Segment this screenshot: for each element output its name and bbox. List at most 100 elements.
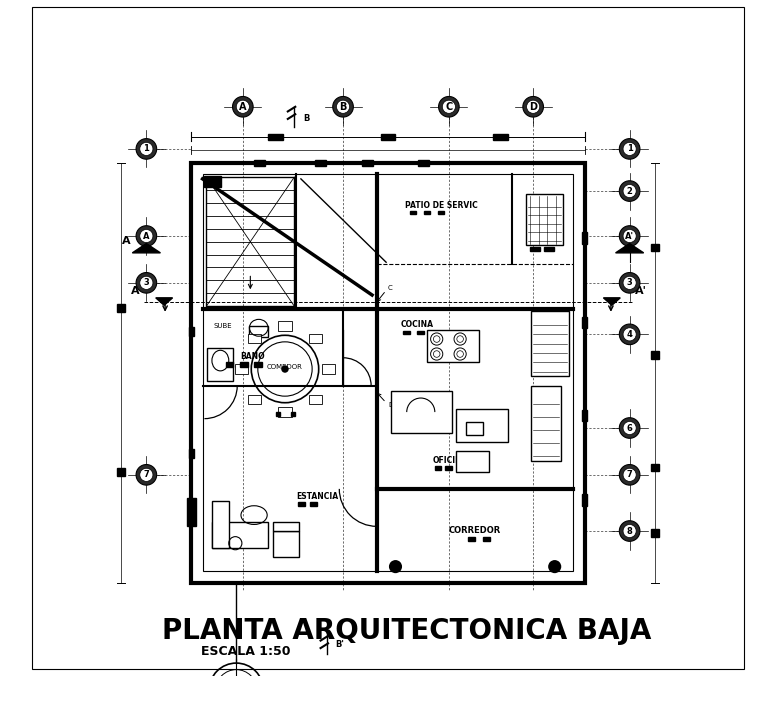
Text: 4: 4 xyxy=(627,330,632,339)
Ellipse shape xyxy=(442,100,456,113)
Bar xyxy=(582,495,587,505)
Text: 1: 1 xyxy=(144,144,149,153)
Ellipse shape xyxy=(136,464,157,485)
Bar xyxy=(212,501,229,548)
Bar xyxy=(493,134,508,139)
Bar xyxy=(651,464,659,471)
Ellipse shape xyxy=(619,226,640,246)
Bar xyxy=(309,395,322,404)
Bar xyxy=(532,386,561,461)
Ellipse shape xyxy=(623,142,636,155)
Bar xyxy=(435,466,442,470)
Bar xyxy=(468,536,475,542)
Bar xyxy=(279,407,292,417)
Bar xyxy=(310,502,317,505)
Polygon shape xyxy=(604,297,620,305)
Ellipse shape xyxy=(136,272,157,293)
Text: A: A xyxy=(131,286,140,296)
Polygon shape xyxy=(133,243,161,253)
Text: A: A xyxy=(143,232,150,240)
Text: 8: 8 xyxy=(627,526,632,536)
Bar xyxy=(391,391,452,432)
Bar xyxy=(290,412,296,416)
Text: 7: 7 xyxy=(627,470,632,479)
Bar xyxy=(417,331,424,334)
Ellipse shape xyxy=(619,272,640,293)
Bar xyxy=(189,448,194,458)
Bar xyxy=(254,160,265,166)
Ellipse shape xyxy=(229,683,244,697)
Ellipse shape xyxy=(623,277,636,290)
Bar xyxy=(207,349,234,381)
Ellipse shape xyxy=(623,230,636,243)
Text: C: C xyxy=(445,102,452,112)
Ellipse shape xyxy=(623,469,636,482)
Text: A': A' xyxy=(635,286,647,296)
Bar xyxy=(410,211,416,214)
Bar xyxy=(380,134,396,139)
Text: A: A xyxy=(122,235,130,245)
Bar xyxy=(117,305,125,312)
Text: OFICINA: OFICINA xyxy=(433,456,469,465)
Bar xyxy=(438,211,444,214)
Bar xyxy=(268,134,283,139)
Bar xyxy=(582,316,587,328)
Polygon shape xyxy=(530,247,540,251)
Ellipse shape xyxy=(523,97,543,117)
Polygon shape xyxy=(615,243,643,253)
Text: D: D xyxy=(388,401,393,408)
Bar xyxy=(187,498,196,526)
Ellipse shape xyxy=(236,100,249,113)
Bar xyxy=(582,410,587,422)
Bar xyxy=(298,502,305,505)
Text: 3: 3 xyxy=(627,279,632,287)
Text: 7: 7 xyxy=(144,470,149,479)
Bar xyxy=(483,536,490,542)
Bar xyxy=(273,531,299,557)
Ellipse shape xyxy=(281,365,289,373)
Bar xyxy=(456,409,508,442)
Bar xyxy=(117,469,125,476)
Text: CORREDOR: CORREDOR xyxy=(449,526,501,534)
Bar xyxy=(206,177,294,306)
Bar xyxy=(315,160,326,166)
Bar xyxy=(203,174,573,571)
Bar xyxy=(249,326,268,337)
Bar xyxy=(321,365,334,374)
Bar xyxy=(428,330,479,362)
Bar xyxy=(466,422,483,435)
Ellipse shape xyxy=(140,230,153,243)
Bar xyxy=(445,466,452,470)
Text: COMEDOR: COMEDOR xyxy=(267,364,303,370)
Bar xyxy=(226,362,234,367)
Text: BANO: BANO xyxy=(240,352,265,361)
Bar xyxy=(235,365,248,374)
Ellipse shape xyxy=(233,97,253,117)
Text: 2: 2 xyxy=(627,186,632,196)
Ellipse shape xyxy=(140,277,153,290)
Ellipse shape xyxy=(389,560,402,573)
Bar xyxy=(582,232,587,243)
Bar xyxy=(254,362,262,367)
Text: ESTANCIA: ESTANCIA xyxy=(296,492,338,501)
Ellipse shape xyxy=(619,521,640,542)
Ellipse shape xyxy=(619,180,640,201)
Ellipse shape xyxy=(333,97,353,117)
Ellipse shape xyxy=(623,328,636,341)
Bar xyxy=(192,163,584,583)
Bar xyxy=(651,351,659,359)
Text: 3: 3 xyxy=(144,279,149,287)
Polygon shape xyxy=(545,247,554,251)
Bar xyxy=(362,160,373,166)
Bar xyxy=(240,362,248,367)
Ellipse shape xyxy=(548,560,561,573)
Bar xyxy=(204,176,221,187)
Ellipse shape xyxy=(619,418,640,438)
Text: 1: 1 xyxy=(627,144,632,153)
Bar xyxy=(403,331,410,334)
Bar xyxy=(273,522,299,531)
Ellipse shape xyxy=(619,139,640,160)
Bar xyxy=(532,311,569,376)
Ellipse shape xyxy=(140,469,153,482)
Ellipse shape xyxy=(623,422,636,435)
